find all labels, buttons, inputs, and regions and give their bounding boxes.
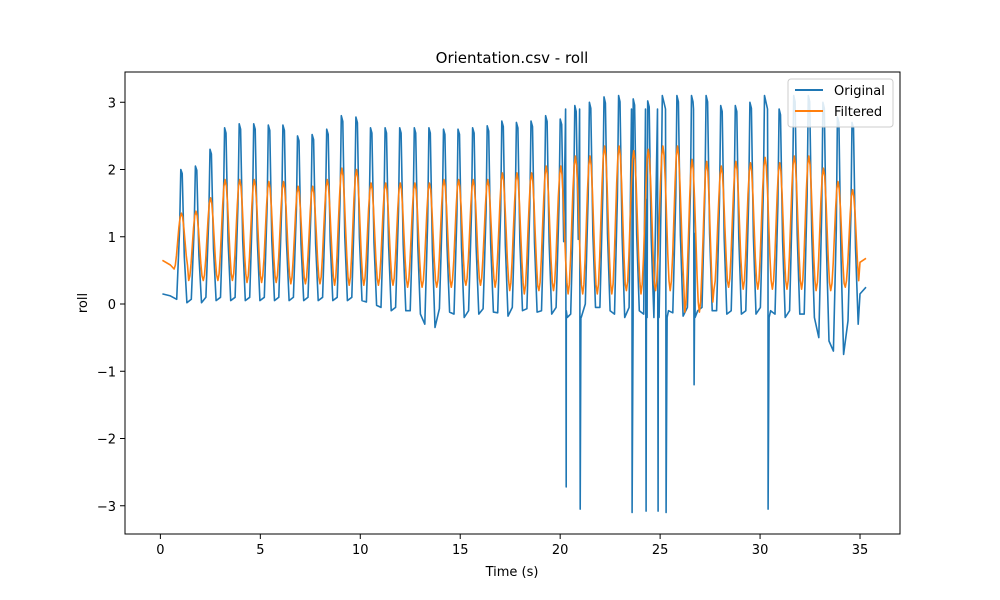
plot-area bbox=[124, 71, 901, 535]
y-tick-label: 3 bbox=[108, 96, 116, 111]
legend-label-original: Original bbox=[834, 84, 885, 99]
x-tick-label: 10 bbox=[352, 543, 369, 558]
y-tick-label: 2 bbox=[108, 164, 116, 179]
x-tick-label: 15 bbox=[452, 543, 469, 558]
x-tick-label: 30 bbox=[752, 543, 769, 558]
x-axis-label: Time (s) bbox=[485, 565, 539, 580]
x-axis: 0 5 10 15 20 25 30 35 bbox=[156, 534, 868, 558]
legend-label-filtered: Filtered bbox=[834, 105, 882, 120]
y-tick-label: 0 bbox=[108, 298, 116, 313]
y-tick-label: −1 bbox=[97, 365, 116, 380]
y-tick-label: −2 bbox=[97, 433, 116, 448]
legend: Original Filtered bbox=[787, 78, 894, 128]
series-line-filtered bbox=[161, 145, 867, 313]
y-tick-label: 1 bbox=[108, 231, 116, 246]
x-tick-label: 5 bbox=[256, 543, 264, 558]
y-axis-label: roll bbox=[76, 293, 91, 313]
y-tick-label: −3 bbox=[97, 500, 116, 515]
x-tick-label: 0 bbox=[156, 543, 164, 558]
x-tick-label: 20 bbox=[552, 543, 569, 558]
x-tick-label: 25 bbox=[652, 543, 669, 558]
y-axis: −3 −2 −1 0 1 2 3 bbox=[97, 96, 125, 515]
axes-frame bbox=[124, 71, 901, 535]
series-layer bbox=[161, 94, 867, 514]
series-line-original bbox=[162, 94, 867, 514]
x-tick-label: 35 bbox=[852, 543, 869, 558]
chart-title: Orientation.csv - roll bbox=[436, 49, 589, 67]
